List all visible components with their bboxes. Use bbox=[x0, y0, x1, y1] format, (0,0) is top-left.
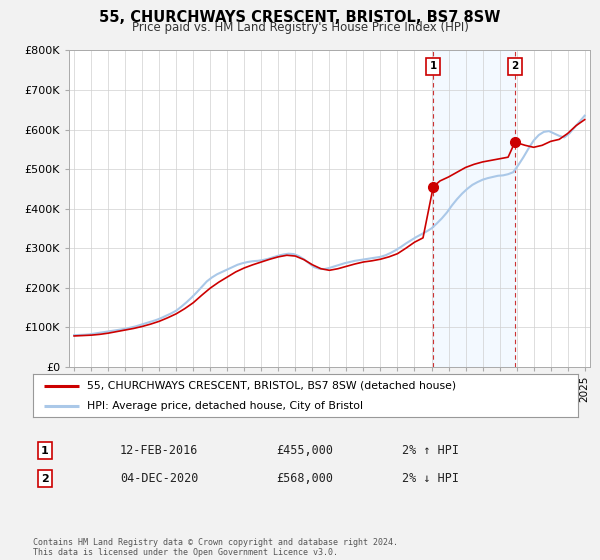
Text: Contains HM Land Registry data © Crown copyright and database right 2024.
This d: Contains HM Land Registry data © Crown c… bbox=[33, 538, 398, 557]
Text: 1: 1 bbox=[41, 446, 49, 456]
Text: 2% ↑ HPI: 2% ↑ HPI bbox=[402, 444, 459, 458]
Text: 04-DEC-2020: 04-DEC-2020 bbox=[120, 472, 199, 486]
Text: 2: 2 bbox=[41, 474, 49, 484]
Text: HPI: Average price, detached house, City of Bristol: HPI: Average price, detached house, City… bbox=[88, 400, 364, 410]
Text: £455,000: £455,000 bbox=[276, 444, 333, 458]
Text: 55, CHURCHWAYS CRESCENT, BRISTOL, BS7 8SW (detached house): 55, CHURCHWAYS CRESCENT, BRISTOL, BS7 8S… bbox=[88, 381, 457, 391]
Text: 55, CHURCHWAYS CRESCENT, BRISTOL, BS7 8SW: 55, CHURCHWAYS CRESCENT, BRISTOL, BS7 8S… bbox=[100, 10, 500, 25]
Text: Price paid vs. HM Land Registry's House Price Index (HPI): Price paid vs. HM Land Registry's House … bbox=[131, 21, 469, 34]
Bar bbox=[433, 50, 515, 367]
Text: 2% ↓ HPI: 2% ↓ HPI bbox=[402, 472, 459, 486]
Text: 1: 1 bbox=[430, 61, 437, 71]
Text: 12-FEB-2016: 12-FEB-2016 bbox=[120, 444, 199, 458]
Text: £568,000: £568,000 bbox=[276, 472, 333, 486]
Text: 2: 2 bbox=[511, 61, 518, 71]
